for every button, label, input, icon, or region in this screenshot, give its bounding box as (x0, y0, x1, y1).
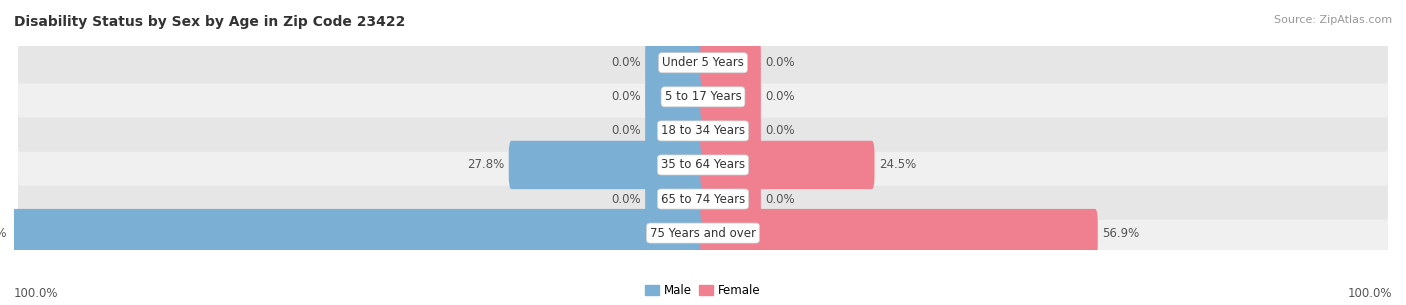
Text: 0.0%: 0.0% (765, 192, 794, 206)
Text: 100.0%: 100.0% (1347, 287, 1392, 300)
Text: 35 to 64 Years: 35 to 64 Years (661, 159, 745, 171)
FancyBboxPatch shape (645, 107, 706, 155)
Text: 0.0%: 0.0% (765, 56, 794, 69)
FancyBboxPatch shape (700, 39, 761, 87)
FancyBboxPatch shape (18, 144, 1388, 186)
Text: Source: ZipAtlas.com: Source: ZipAtlas.com (1274, 15, 1392, 25)
Text: 0.0%: 0.0% (765, 124, 794, 137)
FancyBboxPatch shape (11, 209, 706, 257)
FancyBboxPatch shape (645, 39, 706, 87)
FancyBboxPatch shape (18, 110, 1388, 152)
FancyBboxPatch shape (700, 209, 1098, 257)
Text: 0.0%: 0.0% (612, 90, 641, 103)
Text: Under 5 Years: Under 5 Years (662, 56, 744, 69)
Text: 0.0%: 0.0% (612, 124, 641, 137)
FancyBboxPatch shape (509, 141, 706, 189)
FancyBboxPatch shape (700, 73, 761, 121)
FancyBboxPatch shape (18, 178, 1388, 220)
FancyBboxPatch shape (645, 73, 706, 121)
Text: 27.8%: 27.8% (467, 159, 505, 171)
Text: 75 Years and over: 75 Years and over (650, 227, 756, 239)
Legend: Male, Female: Male, Female (641, 279, 765, 301)
FancyBboxPatch shape (18, 76, 1388, 118)
Text: 24.5%: 24.5% (879, 159, 915, 171)
Text: 100.0%: 100.0% (14, 287, 59, 300)
Text: 5 to 17 Years: 5 to 17 Years (665, 90, 741, 103)
FancyBboxPatch shape (645, 175, 706, 223)
FancyBboxPatch shape (18, 42, 1388, 84)
Text: 0.0%: 0.0% (612, 192, 641, 206)
FancyBboxPatch shape (700, 141, 875, 189)
Text: 0.0%: 0.0% (765, 90, 794, 103)
Text: 65 to 74 Years: 65 to 74 Years (661, 192, 745, 206)
Text: 100.0%: 100.0% (0, 227, 7, 239)
Text: 56.9%: 56.9% (1102, 227, 1139, 239)
FancyBboxPatch shape (18, 212, 1388, 254)
FancyBboxPatch shape (700, 175, 761, 223)
Text: Disability Status by Sex by Age in Zip Code 23422: Disability Status by Sex by Age in Zip C… (14, 15, 405, 29)
Text: 0.0%: 0.0% (612, 56, 641, 69)
FancyBboxPatch shape (700, 107, 761, 155)
Text: 18 to 34 Years: 18 to 34 Years (661, 124, 745, 137)
